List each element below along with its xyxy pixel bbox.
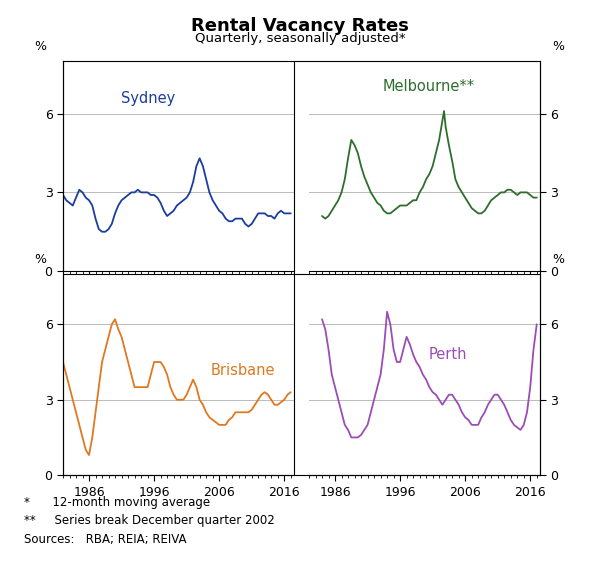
Text: Sources:   RBA; REIA; REIVA: Sources: RBA; REIA; REIVA xyxy=(24,533,187,546)
Text: Quarterly, seasonally adjusted*: Quarterly, seasonally adjusted* xyxy=(194,32,406,45)
Text: %: % xyxy=(553,253,565,266)
Text: Perth: Perth xyxy=(428,347,467,362)
Text: **     Series break December quarter 2002: ** Series break December quarter 2002 xyxy=(24,514,275,527)
Text: %: % xyxy=(34,253,46,266)
Text: Rental Vacancy Rates: Rental Vacancy Rates xyxy=(191,17,409,36)
Text: *      12-month moving average: * 12-month moving average xyxy=(24,496,210,508)
Text: Brisbane: Brisbane xyxy=(211,363,275,378)
Text: Melbourne**: Melbourne** xyxy=(383,79,475,94)
Text: Sydney: Sydney xyxy=(121,92,176,107)
Text: %: % xyxy=(34,40,46,53)
Text: %: % xyxy=(553,40,565,53)
